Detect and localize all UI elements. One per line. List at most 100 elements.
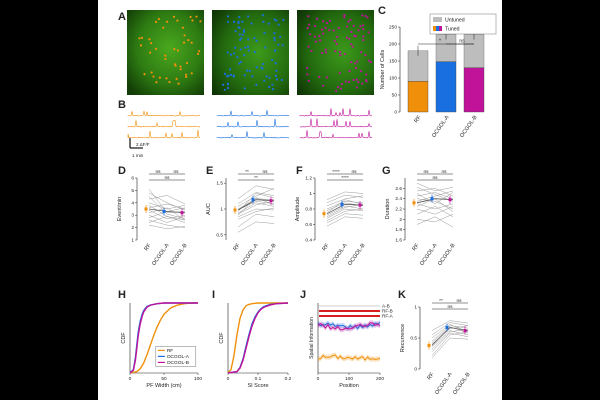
cell-marker	[195, 15, 198, 18]
cell-marker	[357, 80, 360, 84]
cell-marker	[355, 86, 359, 89]
cell-marker	[247, 49, 250, 52]
cell-marker	[273, 39, 276, 42]
scalebar-dff-label: 2 ΔF/F	[136, 142, 150, 147]
y-tick-label: 0	[414, 367, 417, 373]
legend-label: OCGOL-A	[167, 354, 190, 360]
mean-line	[326, 203, 364, 215]
y-tick-label: 50	[392, 93, 398, 99]
mean-marker	[430, 197, 434, 201]
cell-marker	[176, 49, 179, 52]
cell-marker	[247, 15, 250, 18]
cell-marker	[157, 17, 160, 21]
y-tick-label: 6	[131, 176, 134, 182]
y-tick-label: 2	[131, 225, 134, 231]
cell-marker	[187, 38, 190, 42]
y-tick-label: 2.2	[395, 207, 402, 213]
subject-line	[431, 329, 469, 350]
x-tick-label: RF	[427, 371, 436, 381]
cell-marker	[243, 74, 246, 77]
significance-label: ns	[173, 170, 179, 175]
legend-swatch-tuned	[433, 26, 436, 31]
cell-marker	[179, 68, 182, 71]
sem-band	[318, 320, 380, 332]
cell-marker	[190, 72, 193, 75]
cell-marker	[318, 75, 321, 78]
subject-line	[148, 207, 186, 221]
subject-line	[326, 201, 364, 210]
significance-label: A-B	[382, 304, 390, 309]
cell-marker	[334, 50, 337, 53]
cell-marker	[262, 20, 265, 23]
mean-marker	[427, 343, 431, 347]
subject-line	[326, 208, 364, 221]
subject-line	[148, 196, 186, 220]
cell-marker	[271, 58, 274, 62]
cell-marker	[267, 22, 270, 25]
cell-marker	[164, 54, 167, 57]
cell-marker	[184, 73, 188, 76]
cell-marker	[347, 20, 350, 23]
series-line	[317, 354, 381, 361]
cdf-line	[129, 302, 198, 374]
significance-label: RF-A	[382, 314, 394, 319]
legend-label-untuned: Untuned	[445, 18, 465, 24]
series-line	[317, 322, 381, 331]
cell-marker	[168, 80, 171, 84]
cell-marker	[226, 82, 229, 85]
cell-marker	[339, 87, 343, 90]
subject-line	[416, 182, 454, 192]
panel-b-traces	[127, 108, 373, 139]
x-tick-label: RF	[233, 242, 242, 252]
cell-marker	[261, 67, 264, 70]
cell-marker	[182, 41, 186, 44]
significance-label: ns	[164, 176, 170, 181]
cell-marker	[223, 88, 226, 91]
subject-line	[431, 326, 469, 344]
subject-line	[237, 192, 275, 205]
cell-marker	[279, 35, 282, 39]
cell-marker	[238, 62, 241, 65]
cell-marker	[352, 78, 355, 82]
subject-line	[431, 322, 469, 336]
y-tick-label: 0.8	[305, 207, 312, 213]
significance-label: ns	[432, 176, 438, 181]
cell-marker	[226, 20, 230, 23]
cell-marker	[338, 71, 341, 75]
cell-marker	[344, 80, 347, 83]
y-tick-label: 1.5	[216, 181, 223, 187]
mean-line	[416, 198, 454, 204]
cell-marker	[350, 30, 353, 34]
cell-marker	[243, 54, 246, 57]
cell-marker	[314, 40, 318, 43]
subject-line	[416, 192, 454, 205]
y-axis-label: Number of Cells	[380, 50, 386, 90]
cell-marker	[362, 38, 365, 42]
y-tick-label: 1	[414, 305, 417, 311]
y-tick-label: 0.6	[305, 222, 312, 228]
image-ocgol-b	[297, 10, 374, 95]
subject-line	[431, 337, 469, 358]
cell-marker	[282, 18, 285, 21]
subject-line	[148, 202, 186, 210]
cell-marker	[337, 27, 340, 30]
subject-line	[431, 320, 469, 331]
significance-label: RF-B	[382, 309, 393, 314]
mean-marker	[358, 203, 362, 207]
calcium-trace	[299, 130, 373, 139]
bar-tuned	[463, 67, 485, 113]
cell-marker	[253, 50, 256, 54]
cell-marker	[324, 26, 327, 29]
cell-marker	[177, 82, 180, 85]
panel-letter-f: F	[296, 165, 303, 177]
cell-marker	[172, 15, 176, 18]
cell-marker	[196, 52, 200, 56]
x-tick-label: 0	[129, 376, 132, 382]
cell-marker	[360, 51, 363, 54]
y-tick-label: 1.8	[395, 227, 402, 233]
cell-marker	[242, 30, 246, 34]
cell-marker	[166, 20, 169, 23]
cell-marker	[359, 69, 363, 73]
